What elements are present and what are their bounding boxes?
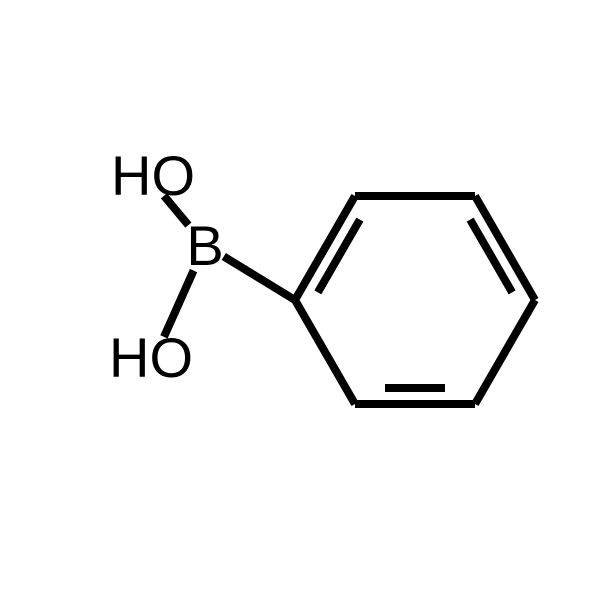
atom-label-O2: HO	[109, 326, 193, 389]
molecule-diagram: B HO HO	[0, 0, 600, 600]
atom-label-B: B	[186, 214, 223, 277]
atom-label-O1: HO	[111, 144, 195, 207]
